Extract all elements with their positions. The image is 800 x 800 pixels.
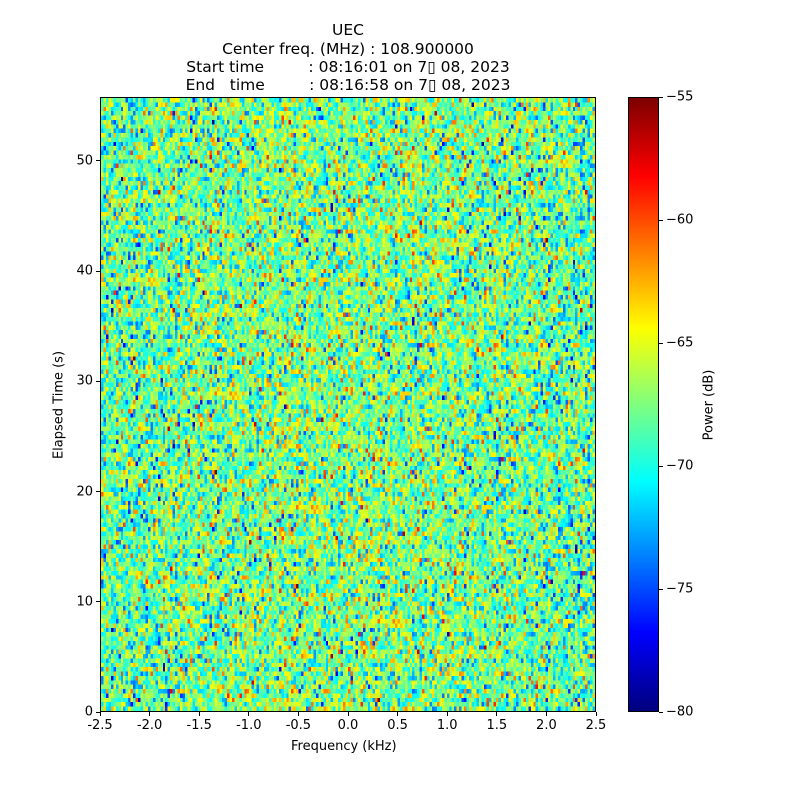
colorbar-tick-label: −70 [666, 458, 694, 474]
y-axis-label: Elapsed Time (s) [51, 350, 67, 460]
x-tick-mark [248, 712, 250, 716]
x-tick-label: 2.5 [585, 718, 607, 733]
y-tick-label: 20 [76, 484, 93, 500]
y-tick-mark [96, 380, 100, 382]
title-line-3: Start time : 08:16:01 on 7▯ 08, 2023 [186, 58, 510, 76]
x-tick-label: 0.0 [337, 718, 359, 733]
y-tick-label: 40 [76, 263, 93, 279]
colorbar-tick-label: −75 [666, 581, 694, 597]
x-tick-mark [446, 712, 448, 716]
y-tick-mark [96, 160, 100, 162]
colorbar-tick-mark [659, 96, 663, 98]
y-tick-label: 0 [84, 704, 93, 720]
title-line-4: End time : 08:16:58 on 7▯ 08, 2023 [185, 76, 511, 94]
x-tick-mark [198, 712, 200, 716]
colorbar-tick-label: −80 [666, 704, 694, 720]
x-tick-label: 2.0 [536, 718, 557, 733]
title-line-2: Center freq. (MHz) : 108.900000 [222, 40, 474, 58]
x-tick-label: -2.0 [136, 718, 163, 733]
y-tick-mark [96, 711, 100, 713]
x-tick-label: 1.0 [436, 718, 458, 733]
x-tick-mark [545, 712, 547, 716]
colorbar-tick-mark [659, 342, 663, 344]
x-tick-label: -0.5 [285, 718, 312, 733]
colorbar-label: Power (dB) [701, 369, 717, 441]
x-tick-mark [595, 712, 597, 716]
spectrogram-plot-area [100, 97, 596, 712]
colorbar-tick-mark [659, 711, 663, 713]
colorbar [628, 97, 659, 712]
x-tick-mark [347, 712, 349, 716]
y-tick-mark [96, 491, 100, 493]
colorbar-tick-label: −60 [666, 212, 694, 228]
y-tick-label: 30 [76, 373, 93, 389]
title-line-1: UEC [332, 21, 364, 39]
x-tick-mark [297, 712, 299, 716]
y-tick-label: 50 [76, 153, 93, 169]
x-tick-label: -2.5 [87, 718, 113, 733]
colorbar-tick-label: −55 [666, 89, 694, 105]
x-axis-label: Frequency (kHz) [291, 739, 397, 754]
spectrogram-heatmap [101, 98, 595, 711]
colorbar-gradient [629, 98, 658, 711]
colorbar-tick-mark [659, 588, 663, 590]
x-tick-label: -1.0 [236, 718, 262, 733]
colorbar-tick-mark [659, 465, 663, 467]
colorbar-tick-mark [659, 219, 663, 221]
y-tick-mark [96, 601, 100, 603]
y-tick-mark [96, 270, 100, 272]
x-tick-label: 1.5 [486, 718, 508, 733]
x-tick-mark [397, 712, 399, 716]
colorbar-tick-label: −65 [666, 335, 694, 351]
x-tick-label: -1.5 [186, 718, 212, 733]
x-tick-mark [496, 712, 498, 716]
x-tick-label: 0.5 [387, 718, 408, 733]
y-tick-label: 10 [76, 594, 93, 610]
x-tick-mark [149, 712, 151, 716]
x-tick-mark [99, 712, 101, 716]
